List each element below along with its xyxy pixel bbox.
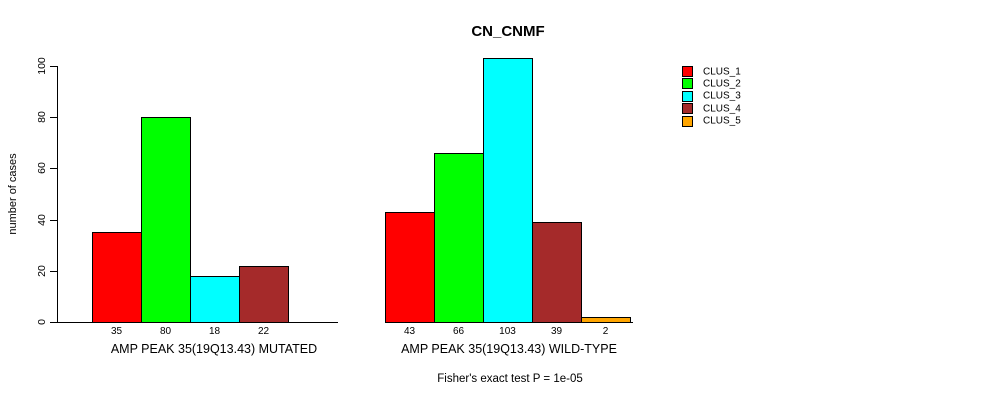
bar-clus_4-group2: [532, 222, 582, 323]
legend-swatch-clus_3: [682, 90, 693, 102]
legend-swatch-clus_4: [682, 103, 693, 115]
chart-title: CN_CNMF: [471, 23, 545, 40]
y-axis-tick-label: 0: [36, 319, 48, 325]
bar-clus_3-group2: [483, 58, 533, 323]
y-axis-tick: [50, 220, 57, 221]
bar-value-label: 66: [452, 326, 465, 337]
y-axis-tick: [50, 271, 57, 272]
y-axis-label: number of cases: [7, 153, 19, 235]
bar-value-label: 39: [550, 326, 563, 337]
legend-swatch-clus_5: [682, 115, 693, 127]
y-axis-tick-label: 80: [36, 111, 48, 123]
bar-value-label: 22: [257, 326, 270, 337]
y-axis-tick: [50, 168, 57, 169]
x-group-label-mutated: AMP PEAK 35(19Q13.43) MUTATED: [110, 342, 318, 356]
y-axis-tick-label: 40: [36, 214, 48, 226]
fisher-test-annotation: Fisher's exact test P = 1e-05: [437, 373, 583, 385]
bar-clus_1-group2: [385, 212, 435, 323]
bar-value-label: 18: [208, 326, 221, 337]
bar-clus_5-group2: [581, 317, 631, 323]
bar-clus_1-group1: [92, 232, 142, 323]
bar-value-label: 80: [159, 326, 172, 337]
legend-label-clus_4: CLUS_4: [703, 103, 741, 115]
bar-clus_4-group1: [239, 266, 289, 323]
y-axis-tick-label: 100: [36, 57, 48, 75]
legend-label-clus_3: CLUS_3: [703, 90, 741, 102]
legend-label-clus_5: CLUS_5: [703, 115, 741, 127]
bar-clus_2-group2: [434, 153, 484, 323]
legend-swatch-clus_2: [682, 78, 693, 90]
bar-value-label: 35: [110, 326, 123, 337]
y-axis-tick-label: 60: [36, 162, 48, 174]
bar-clus_3-group1: [190, 276, 240, 323]
legend-swatch-clus_1: [682, 66, 693, 77]
bar-clus_2-group1: [141, 117, 191, 323]
bar-value-label: 103: [499, 326, 516, 337]
y-axis-tick-label: 20: [36, 265, 48, 277]
y-axis-line: [57, 66, 58, 323]
y-axis-tick: [50, 322, 57, 323]
legend-label-clus_1: CLUS_1: [703, 66, 741, 77]
bar-value-label: 43: [403, 326, 416, 337]
bar-value-label: 2: [602, 326, 609, 337]
legend-label-clus_2: CLUS_2: [703, 78, 741, 90]
y-axis-tick: [50, 117, 57, 118]
x-group-label-wildtype: AMP PEAK 35(19Q13.43) WILD-TYPE: [401, 342, 617, 356]
y-axis-tick: [50, 66, 57, 67]
